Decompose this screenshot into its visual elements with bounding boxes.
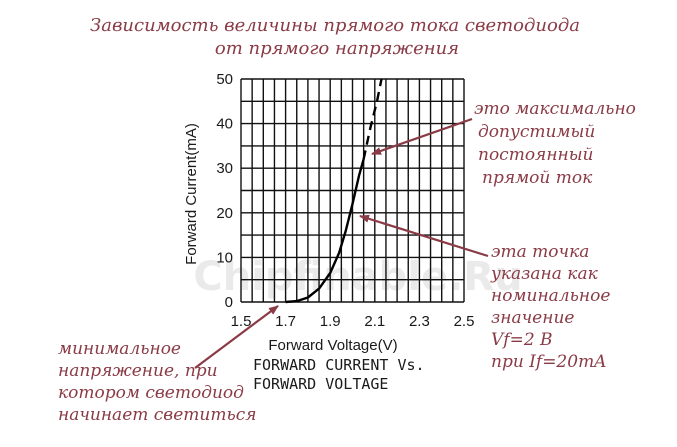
x-tick-label: 2.5 (454, 313, 475, 330)
series-line (285, 158, 365, 304)
x-axis-label: Forward Voltage(V) (268, 337, 397, 354)
annotation-nominal-line: при If=20mA (491, 352, 606, 372)
y-tick-label: 30 (216, 160, 233, 177)
annotation-min-voltage-arrow (194, 305, 279, 369)
y-tick-labels: 0 10 20 30 40 50 (216, 71, 233, 311)
y-tick-label: 50 (216, 71, 233, 88)
annotation-nominal-line: эта точка (491, 242, 589, 262)
grid (240, 78, 465, 303)
y-tick-label: 10 (216, 249, 233, 266)
annotation-nominal-line: значение (491, 308, 574, 328)
y-tick-label: 20 (216, 205, 233, 222)
x-tick-label: 1.9 (320, 313, 341, 330)
annotation-min-voltage-line: минимальное (58, 339, 181, 359)
annotation-min-voltage-line: котором светодиод (58, 383, 244, 403)
annotation-max-current-line: прямой ток (482, 168, 593, 188)
x-tick-labels: 1.5 1.7 1.9 2.1 2.3 2.5 (231, 313, 475, 330)
annotation-nominal-arrow (359, 214, 489, 258)
annotation-max-current-line: постоянный (478, 145, 594, 165)
annotation-nominal-line: номинальное (491, 286, 610, 306)
annotation-max-current-line: это максимально (474, 99, 636, 119)
annotation-min-voltage: минимальное напряжение, при котором свет… (58, 305, 279, 425)
chart-title-line1: Зависимость величины прямого тока светод… (90, 15, 580, 36)
y-axis-label: Forward Current(mA) (183, 123, 200, 265)
chart-title-line2: от прямого напряжения (215, 38, 459, 59)
series (285, 78, 383, 304)
annotation-nominal-point: эта точка указана как номинальное значен… (359, 214, 610, 372)
chart-caption-line2: FORWARD VOLTAGE (253, 375, 388, 393)
annotation-min-voltage-line: начинает светиться (58, 405, 256, 425)
annotation-nominal-line: указана как (490, 264, 599, 284)
annotation-max-current-line: допустимый (478, 122, 595, 142)
y-tick-label: 0 (225, 294, 233, 311)
chart-caption-line1: FORWARD CURRENT Vs. (253, 356, 425, 374)
annotation-max-current-arrow (371, 117, 473, 156)
y-tick-label: 40 (216, 116, 233, 133)
watermark: Chipfinable.Ru (193, 254, 522, 300)
x-tick-label: 1.7 (275, 313, 296, 330)
series-line-dashed (362, 78, 383, 160)
x-tick-label: 2.1 (364, 313, 385, 330)
annotation-min-voltage-line: напряжение, при (58, 361, 218, 381)
annotation-max-current: это максимально допустимый постоянный пр… (371, 99, 636, 188)
x-tick-label: 1.5 (231, 313, 252, 330)
annotation-nominal-line: Vf=2 В (491, 330, 553, 350)
x-tick-label: 2.3 (409, 313, 430, 330)
